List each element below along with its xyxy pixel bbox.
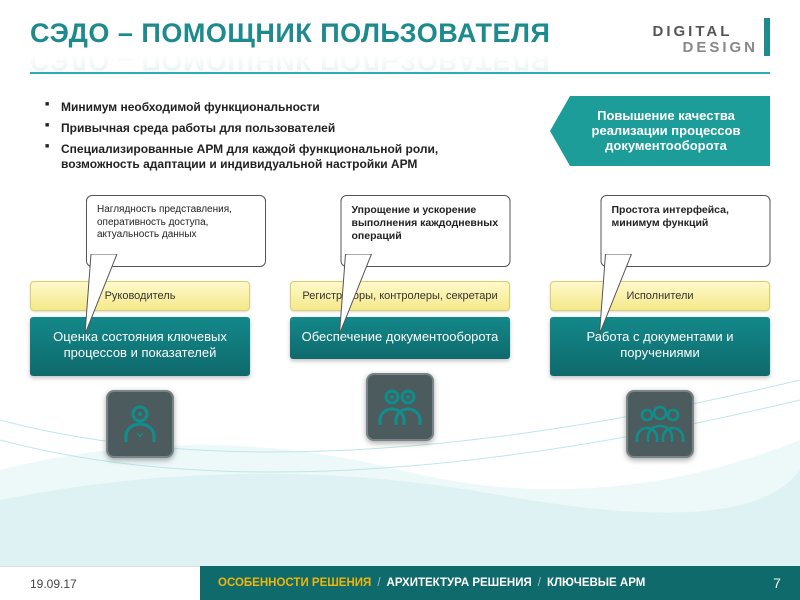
callout-text: Упрощение и ускорение выполнения каждодн…	[352, 204, 499, 242]
callout: Наглядность представления, оперативность…	[86, 195, 266, 267]
separator-icon: /	[377, 577, 380, 589]
bullet-list: Минимум необходимой функциональности При…	[45, 100, 505, 178]
callout-text: Простота интерфейса, минимум функций	[612, 204, 729, 229]
logo-line1: DIGITAL	[652, 24, 758, 40]
column: Простота интерфейса, минимум функций Исп…	[550, 195, 770, 458]
columns: Наглядность представления, оперативность…	[30, 195, 770, 458]
task-box: Обеспечение документооборота	[290, 317, 510, 359]
role-box: Руководитель	[30, 281, 250, 311]
people-pair-icon	[375, 385, 425, 429]
header-rule	[30, 72, 770, 74]
footer-nav-item[interactable]: АРХИТЕКТУРА РЕШЕНИЯ	[387, 577, 532, 589]
footer-page-number: 7	[754, 566, 800, 600]
task-box: Оценка состояния ключевых процессов и по…	[30, 317, 250, 376]
bullet-item: Минимум необходимой функциональности	[45, 100, 505, 115]
callout-tail-icon	[596, 254, 636, 334]
page-title-wrap: СЭДО – ПОМОЩНИК ПОЛЬЗОВАТЕЛЯ СЭДО – ПОМО…	[30, 18, 550, 49]
column: Наглядность представления, оперативность…	[30, 195, 250, 458]
callout: Простота интерфейса, минимум функций	[601, 195, 771, 267]
person-icon	[118, 402, 162, 446]
role-icon	[106, 390, 174, 458]
callout: Упрощение и ускорение выполнения каждодн…	[341, 195, 511, 267]
task-box: Работа с документами и поручениями	[550, 317, 770, 376]
callout-text: Наглядность представления, оперативность…	[97, 204, 232, 240]
footer-date: 19.09.17	[0, 566, 200, 600]
bullet-item: Специализированные АРМ для каждой функци…	[45, 142, 505, 172]
logo: DIGITAL DESIGN	[652, 18, 770, 56]
column: Упрощение и ускорение выполнения каждодн…	[290, 195, 510, 458]
separator-icon: /	[538, 577, 541, 589]
callout-tail-icon	[336, 254, 376, 334]
people-group-icon	[633, 402, 687, 446]
role-box: Исполнители	[550, 281, 770, 311]
banner: Повышение качества реализации процессов …	[550, 96, 770, 167]
footer-nav-item[interactable]: ОСОБЕННОСТИ РЕШЕНИЯ	[218, 577, 371, 589]
banner-text: Повышение качества реализации процессов …	[592, 108, 741, 153]
bullet-item: Привычная среда работы для пользователей	[45, 121, 505, 136]
callout-tail-icon	[81, 254, 121, 334]
footer-nav: ОСОБЕННОСТИ РЕШЕНИЯ / АРХИТЕКТУРА РЕШЕНИ…	[200, 566, 754, 600]
role-icon	[366, 373, 434, 441]
role-box: Регистраторы, контролеры, секретари	[290, 281, 510, 311]
role-icon	[626, 390, 694, 458]
footer-nav-item[interactable]: КЛЮЧЕВЫЕ АРМ	[547, 577, 645, 589]
footer: 19.09.17 ОСОБЕННОСТИ РЕШЕНИЯ / АРХИТЕКТУ…	[0, 566, 800, 600]
logo-line2: DESIGN	[652, 40, 758, 56]
